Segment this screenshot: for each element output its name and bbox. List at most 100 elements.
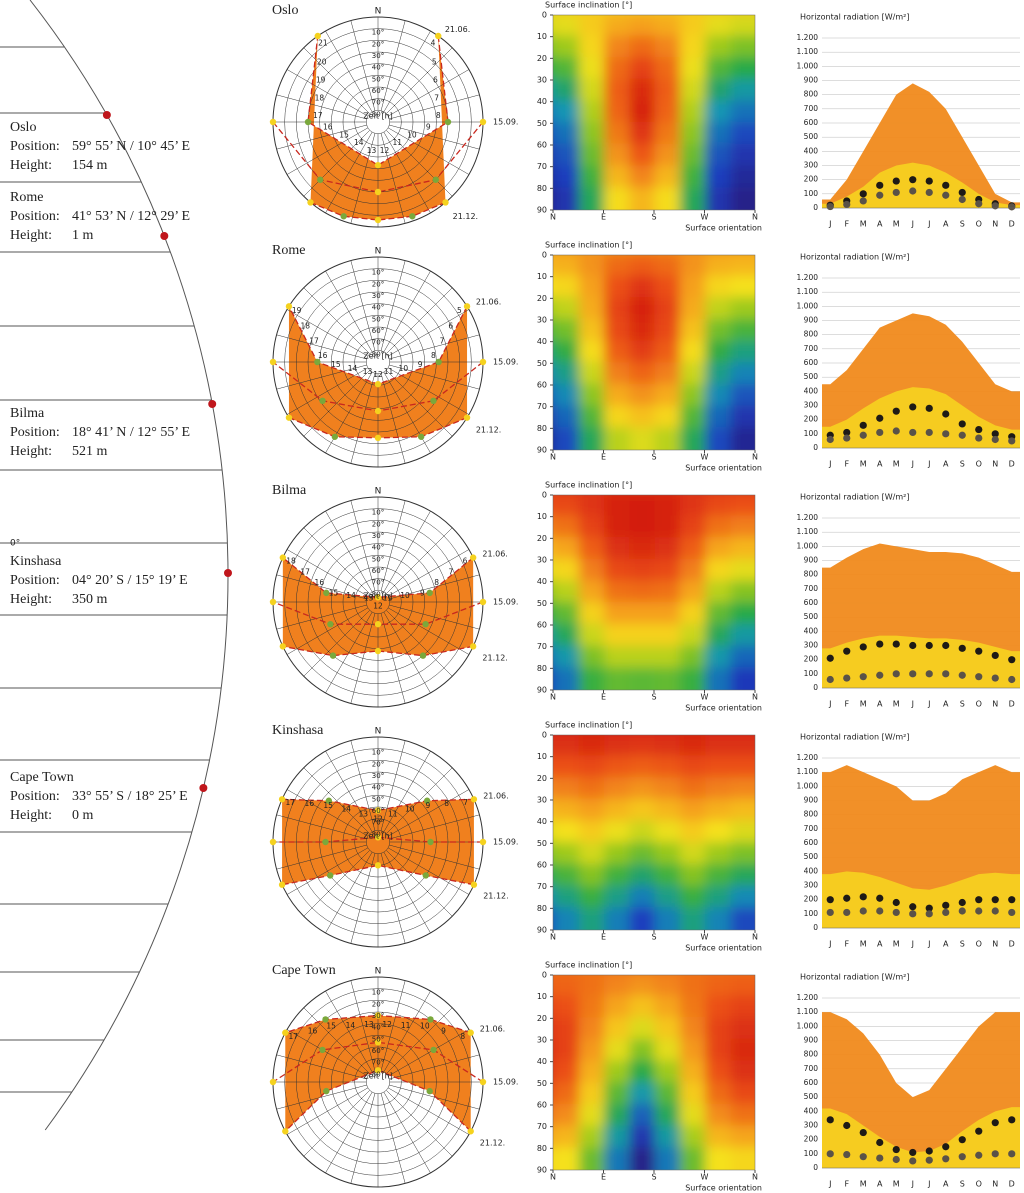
y-tick-label: 70 <box>537 882 547 891</box>
hour-label: 17 <box>313 111 323 120</box>
y-tick-label: 60 <box>537 141 547 150</box>
sun-point <box>463 414 471 421</box>
azimuth-line <box>389 364 480 390</box>
radiation-dot <box>1008 675 1016 684</box>
x-tick-label: O <box>976 460 982 469</box>
x-tick-label: N <box>550 693 556 702</box>
y-tick-label: 1.000 <box>797 61 819 70</box>
x-tick-label: O <box>976 1180 982 1189</box>
radiation-dot <box>826 675 834 684</box>
sun-point <box>374 647 382 655</box>
y-tick-label: 30 <box>537 556 547 565</box>
y-tick-label: 700 <box>804 584 819 593</box>
azimuth-line <box>303 1090 370 1157</box>
hour-label: 6 <box>448 321 453 330</box>
sun-point <box>422 872 429 879</box>
azimuth-line <box>350 740 376 831</box>
x-tick-label: J <box>927 1180 930 1189</box>
sun-point <box>269 598 277 606</box>
hour-label: 8 <box>431 351 436 360</box>
azimuth-line <box>380 373 406 464</box>
x-tick-label: A <box>877 220 883 229</box>
azimuth-line <box>286 847 369 895</box>
radiation-dot <box>925 404 933 412</box>
north-label: N <box>375 967 382 977</box>
hour-label: 12 <box>380 146 390 155</box>
x-tick-label: F <box>844 1180 849 1189</box>
radiation-dot <box>975 647 983 655</box>
radiation-dot <box>892 427 900 435</box>
sun-point <box>285 414 293 421</box>
y-tick-label: 1.000 <box>797 1021 819 1030</box>
radiation-dot <box>942 670 950 678</box>
sun-point <box>435 32 442 40</box>
azimuth-line <box>350 20 376 111</box>
radiation-dot <box>925 177 933 185</box>
azimuth-line <box>286 127 369 175</box>
x-tick-label: A <box>943 220 949 229</box>
radiation-dot <box>942 908 950 917</box>
y-tick-label: 90 <box>537 206 547 215</box>
position-label: Position: <box>10 573 60 588</box>
hour-label: 5 <box>432 57 437 66</box>
equator-label: 0° <box>10 539 20 549</box>
altitude-label: 10° <box>372 509 384 517</box>
radiation-dot <box>1008 656 1016 664</box>
x-tick-label: F <box>844 700 849 709</box>
y-tick-label: 100 <box>804 909 819 918</box>
sun-path <box>282 798 474 812</box>
sun-band <box>282 557 474 656</box>
hour-label: 7 <box>463 798 468 807</box>
radiation-dot <box>859 431 867 439</box>
radiation-dot <box>892 1145 900 1154</box>
altitude-label: 10° <box>372 29 384 37</box>
azimuth-line <box>303 130 370 197</box>
radiation-dot <box>991 202 999 210</box>
globe-outline <box>29 0 229 1131</box>
y-tick-label: 200 <box>804 415 819 424</box>
location-dot <box>223 569 232 577</box>
location-dot <box>102 111 111 119</box>
x-tick-label: E <box>601 213 606 222</box>
altitude-label: 80° <box>372 110 384 118</box>
radiation-dot <box>876 1138 884 1147</box>
radiation-dot <box>859 643 867 651</box>
x-tick-label: N <box>550 1173 556 1182</box>
north-label: N <box>375 7 382 17</box>
sun-point <box>278 881 286 888</box>
azimuth-line <box>383 30 431 113</box>
sun-point <box>340 213 347 220</box>
radiation-dot <box>942 1155 950 1163</box>
y-tick-label: 60 <box>537 861 547 870</box>
sun-point <box>374 216 382 224</box>
x-tick-label: M <box>860 940 867 949</box>
radiation-dot <box>826 1116 834 1124</box>
sun-point <box>282 1029 289 1036</box>
azimuth-line <box>286 549 369 597</box>
azimuth-line <box>383 851 431 934</box>
y-tick-label: 40 <box>537 817 547 826</box>
sun-path <box>282 645 474 657</box>
altitude-label: 20° <box>372 520 384 528</box>
radiation-dot <box>826 654 834 662</box>
y-tick-label: 400 <box>804 866 819 875</box>
position-label: Position: <box>10 425 60 440</box>
y-tick-label: 80 <box>537 904 547 913</box>
sun-point <box>479 118 487 126</box>
radiation-dot <box>975 896 983 904</box>
sun-point <box>427 1016 434 1023</box>
y-tick-label: 50 <box>537 119 547 128</box>
y-tick-label: 30 <box>537 316 547 325</box>
height-value: 154 m <box>72 158 108 173</box>
date-label: 15.09. <box>493 838 518 847</box>
date-label: 15.09. <box>493 1078 518 1087</box>
azimuth-line <box>387 127 470 175</box>
y-tick-label: 0 <box>542 491 547 500</box>
sun-point <box>323 589 330 597</box>
radiation-dot <box>1008 203 1016 211</box>
y-tick-label: 600 <box>804 598 819 607</box>
azimuth-line <box>286 309 369 357</box>
radiation-dot <box>991 896 999 904</box>
y-tick-label: 40 <box>537 577 547 586</box>
azimuth-line <box>276 844 367 870</box>
